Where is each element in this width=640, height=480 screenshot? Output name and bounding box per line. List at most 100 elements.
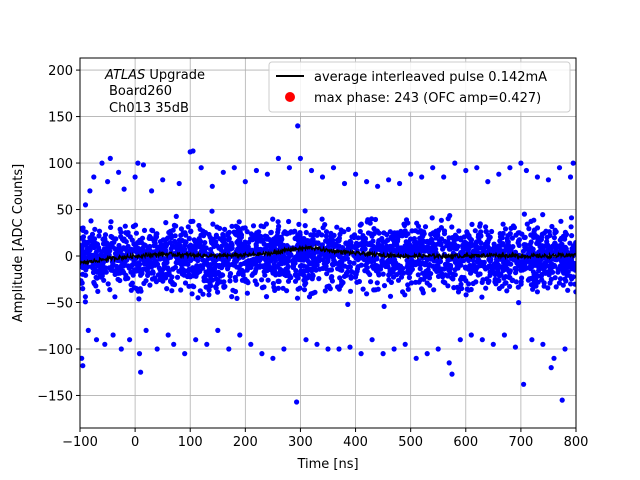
scatter-point [93, 283, 99, 289]
scatter-point [185, 261, 191, 267]
scatter-point-outlier [118, 346, 124, 352]
scatter-point [381, 303, 387, 309]
scatter-point [363, 262, 369, 268]
scatter-point [122, 223, 128, 229]
scatter-point [468, 270, 474, 276]
scatter-point [544, 234, 550, 241]
scatter-point [568, 215, 575, 221]
scatter-point [432, 266, 438, 272]
scatter-point [418, 240, 425, 246]
scatter-point-outlier [512, 344, 519, 350]
scatter-point [383, 248, 389, 254]
scatter-point [552, 275, 558, 281]
scatter-point [226, 229, 232, 235]
scatter-point [94, 262, 100, 268]
scatter-point [446, 243, 452, 250]
scatter-point [166, 229, 172, 236]
scatter-point [347, 288, 354, 294]
scatter-point [194, 263, 200, 269]
scatter-point [303, 254, 309, 260]
y-tick-label: 0 [65, 250, 73, 265]
scatter-point [504, 244, 510, 250]
scatter-point [294, 295, 301, 301]
scatter-point [80, 225, 86, 231]
scatter-point-outlier [441, 174, 447, 180]
scatter-point [91, 243, 98, 249]
scatter-point [367, 271, 373, 278]
scatter-point [176, 237, 182, 243]
scatter-point [261, 241, 267, 247]
scatter-point [171, 281, 178, 288]
scatter-point [141, 261, 147, 267]
scatter-point-outlier [562, 346, 568, 352]
scatter-point [100, 261, 106, 267]
scatter-point-outlier [358, 351, 364, 357]
scatter-point-outlier [226, 346, 232, 352]
average-line-series [80, 243, 576, 266]
scatter-point [185, 224, 191, 230]
scatter-point-outlier [548, 365, 554, 371]
scatter-point [190, 273, 196, 279]
scatter-point [210, 267, 216, 273]
scatter-point [144, 248, 150, 254]
scatter-point [483, 228, 489, 235]
scatter-point [239, 268, 245, 274]
scatter-point [349, 234, 355, 240]
scatter-point-outlier [449, 371, 455, 377]
scatter-point [200, 265, 206, 271]
scatter-point [131, 246, 137, 253]
scatter-point [367, 220, 373, 226]
scatter-point [106, 245, 112, 251]
scatter-point [215, 289, 221, 295]
scatter-point-outlier [567, 174, 574, 180]
scatter-point [539, 231, 545, 237]
scatter-point [229, 223, 235, 229]
scatter-point [312, 289, 318, 295]
scatter-point [178, 287, 184, 293]
scatter-point [560, 282, 566, 288]
scatter-point [133, 230, 139, 236]
scatter-point [206, 292, 212, 298]
scatter-point-outlier [308, 167, 315, 174]
scatter-point [520, 248, 527, 254]
scatter-point-outlier [559, 397, 565, 403]
scatter-point-outlier [297, 155, 303, 161]
scatter-point [86, 245, 92, 251]
scatter-point [521, 242, 527, 248]
scatter-point [402, 292, 408, 298]
scatter-point [80, 247, 85, 253]
scatter-point [107, 287, 113, 293]
scatter-point [166, 269, 172, 275]
scatter-point [164, 286, 170, 292]
scatter-point [477, 245, 483, 251]
scatter-point [413, 259, 419, 265]
scatter-point [123, 239, 129, 245]
scatter-point [373, 262, 379, 269]
scatter-point [210, 221, 216, 227]
scatter-point [456, 228, 462, 234]
scatter-point [193, 240, 199, 246]
scatter-point [417, 266, 423, 272]
scatter-point-outlier [295, 123, 301, 129]
scatter-point [459, 274, 465, 280]
scatter-point [348, 273, 354, 279]
scatter-point [232, 274, 238, 281]
scatter-point-outlier [154, 346, 160, 352]
scatter-point-outlier [253, 167, 259, 174]
scatter-point [304, 264, 310, 270]
scatter-point [519, 231, 525, 237]
x-tick-label: −100 [62, 435, 98, 450]
scatter-point [406, 274, 412, 281]
scatter-point [163, 220, 169, 226]
scatter-point [438, 241, 444, 247]
scatter-point [327, 286, 333, 292]
scatter-point [274, 233, 280, 239]
scatter-point-outlier [468, 332, 474, 338]
scatter-point [222, 226, 228, 232]
y-tick-label: 200 [48, 64, 73, 79]
scatter-point [303, 280, 309, 286]
scatter-point-outlier [435, 346, 441, 352]
scatter-point [415, 272, 421, 278]
scatter-point [188, 218, 194, 225]
scatter-point [522, 260, 529, 266]
